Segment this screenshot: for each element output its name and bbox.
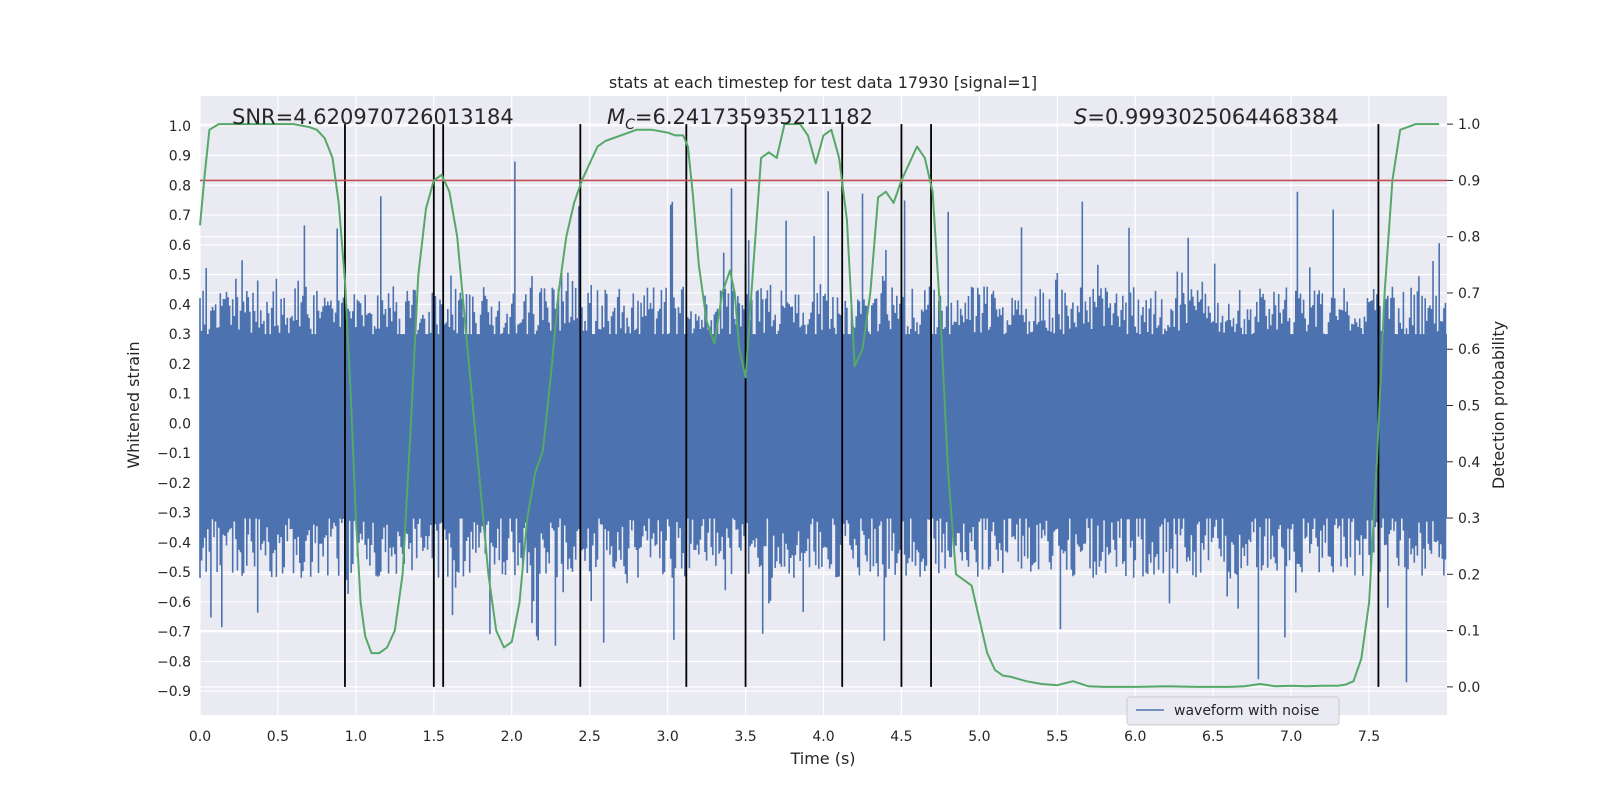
y-axis-left: −0.9 −0.8 −0.7 −0.6 −0.5 −0.4 −0.3 −0.2 −0.1 0.0 0…: [157, 119, 191, 700]
y-tick-label-right: 0.5: [1458, 399, 1480, 415]
s-value: =0.9993025064468384: [1087, 105, 1338, 129]
y-tick-label-left: −0.7: [157, 625, 191, 641]
s-annotation: S=0.9993025064468384: [1074, 105, 1339, 129]
x-tick-label: 5.0: [968, 729, 990, 745]
y-tick-label-left: 0.4: [169, 297, 191, 313]
chart-title: stats at each timestep for test data 179…: [609, 73, 1037, 92]
y-tick-label-right: 1.0: [1458, 117, 1480, 133]
y-tick-label-left: 0.3: [169, 327, 191, 343]
chirp-mass-subscript: C: [625, 117, 635, 133]
legend-label: waveform with noise: [1174, 703, 1319, 719]
y-tick-label-right: 0.3: [1458, 511, 1480, 527]
x-tick-label: 7.0: [1280, 729, 1302, 745]
probability-series: [199, 123, 1440, 688]
y-tick-label-left: −0.2: [157, 476, 191, 492]
y-tick-label-left: −0.1: [157, 446, 191, 462]
y-tick-label-left: 0.7: [169, 208, 191, 224]
y-tick-label-left: 0.5: [169, 268, 191, 284]
x-tick-label: 6.0: [1124, 729, 1146, 745]
x-tick-label: 2.5: [579, 729, 601, 745]
y-tick-label-right: 0.2: [1458, 567, 1480, 583]
event-markers: [344, 124, 1380, 687]
y-tick-label-left: −0.6: [157, 595, 191, 611]
y-tick-label-right: 0.0: [1458, 680, 1480, 696]
x-tick-label: 5.5: [1046, 729, 1068, 745]
x-tick-label: 3.0: [656, 729, 678, 745]
x-tick-label: 6.5: [1202, 729, 1224, 745]
y-tick-label-right: 0.8: [1458, 230, 1480, 246]
y-tick-label-left: −0.4: [157, 535, 191, 551]
y-tick-label-right: 0.6: [1458, 342, 1480, 358]
x-tick-label: 2.0: [501, 729, 523, 745]
chirp-mass-value: =6.241735935211182: [635, 105, 873, 129]
x-tick-label: 1.5: [423, 729, 445, 745]
y-tick-label-left: 0.0: [169, 416, 191, 432]
chirp-mass-symbol: M: [607, 105, 625, 129]
x-tick-label: 7.5: [1358, 729, 1380, 745]
x-tick-label: 3.5: [734, 729, 756, 745]
s-symbol: S: [1074, 105, 1087, 129]
y-axis-label-left: Whitened strain: [124, 341, 143, 468]
x-tick-label: 4.0: [812, 729, 834, 745]
y-tick-label-right: 0.7: [1458, 286, 1480, 302]
y-tick-label-left: 0.8: [169, 178, 191, 194]
x-tick-label: 4.5: [890, 729, 912, 745]
legend: waveform with noise: [1126, 696, 1340, 726]
legend-box: [1126, 696, 1340, 726]
probability-line: [199, 123, 1440, 688]
y-tick-label-left: −0.8: [157, 654, 191, 670]
y-tick-label-left: 0.6: [169, 238, 191, 254]
y-tick-label-left: −0.9: [157, 684, 191, 700]
snr-annotation: SNR=4.620970726013184: [232, 105, 514, 129]
y-axis-label-right: Detection probability: [1489, 321, 1508, 489]
y-tick-label-right: 0.4: [1458, 455, 1480, 471]
y-tick-label-right: 0.1: [1458, 624, 1480, 640]
x-tick-label: 1.0: [345, 729, 367, 745]
y-tick-label-left: 1.0: [169, 119, 191, 135]
y-tick-label-left: 0.9: [169, 149, 191, 165]
y-tick-label-left: 0.1: [169, 387, 191, 403]
x-tick-label: 0.0: [189, 729, 211, 745]
chirp-mass-annotation: MC=6.241735935211182: [607, 105, 873, 133]
y-tick-label-left: 0.2: [169, 357, 191, 373]
y-axis-right: 0.0 0.1 0.2 0.3 0.4 0.5 0.6 0.7 0.8 0.9 1.0: [1447, 117, 1480, 696]
y-tick-label-right: 0.9: [1458, 173, 1480, 189]
waveform-spikes: [514, 161, 1408, 683]
y-tick-label-left: −0.3: [157, 506, 191, 522]
x-tick-label: 0.5: [267, 729, 289, 745]
x-axis: 0.0 0.5 1.0 1.5 2.0 2.5 3.0 3.5 4.0 4.5 5.0 5.5 6.0 6…: [189, 729, 1380, 745]
y-tick-label-left: −0.5: [157, 565, 191, 581]
x-axis-label: Time (s): [789, 749, 855, 768]
